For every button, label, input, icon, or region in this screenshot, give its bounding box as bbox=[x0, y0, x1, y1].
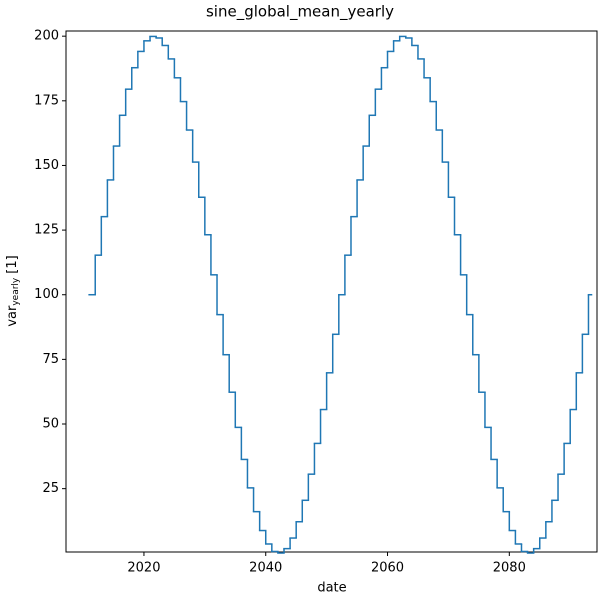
y-axis-label: varyearly [1] bbox=[5, 255, 21, 326]
y-tick-label: 25 bbox=[42, 481, 59, 496]
y-tick-label: 50 bbox=[42, 417, 59, 432]
y-label-subscript: yearly bbox=[11, 277, 21, 306]
y-tick-label: 100 bbox=[34, 287, 59, 302]
y-label-unit: [1] bbox=[5, 255, 20, 273]
y-tick-label: 75 bbox=[42, 352, 59, 367]
x-tick-label: 2020 bbox=[127, 561, 160, 576]
y-tick-label: 175 bbox=[34, 93, 59, 108]
axes-frame bbox=[65, 30, 598, 553]
x-axis-label: date bbox=[317, 581, 346, 596]
y-tick-label: 200 bbox=[34, 29, 59, 44]
chart-title: sine_global_mean_yearly bbox=[206, 3, 394, 22]
x-tick-label: 2040 bbox=[249, 561, 282, 576]
y-tick-label: 150 bbox=[34, 158, 59, 173]
x-tick-label: 2080 bbox=[493, 561, 526, 576]
y-label-base: var bbox=[5, 305, 20, 327]
x-tick-label: 2060 bbox=[371, 561, 404, 576]
y-tick-label: 125 bbox=[34, 223, 59, 238]
